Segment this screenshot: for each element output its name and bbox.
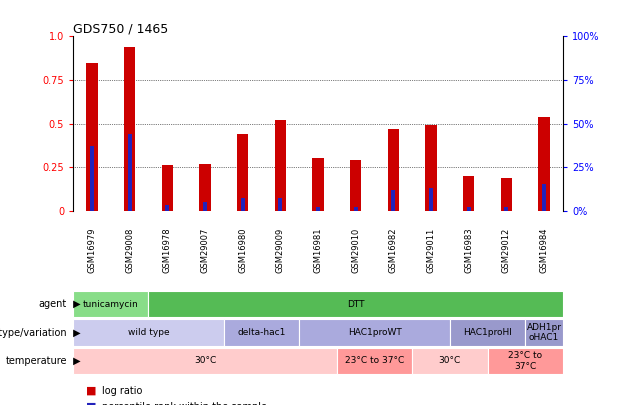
Bar [203, 202, 207, 211]
Text: ▶: ▶ [70, 356, 81, 366]
Text: GSM16979: GSM16979 [88, 227, 97, 273]
Bar [299, 319, 450, 346]
Text: GSM29009: GSM29009 [276, 228, 285, 273]
Text: GSM29012: GSM29012 [502, 228, 511, 273]
Bar [488, 347, 563, 374]
Text: wild type: wild type [128, 328, 169, 337]
Bar [425, 125, 437, 211]
Bar [275, 120, 286, 211]
Bar [337, 347, 412, 374]
Bar [539, 117, 550, 211]
Text: GSM29008: GSM29008 [125, 227, 134, 273]
Bar [542, 185, 546, 211]
Text: ▶: ▶ [70, 328, 81, 337]
Bar [124, 47, 135, 211]
Text: genotype/variation: genotype/variation [0, 328, 67, 337]
Text: log ratio: log ratio [102, 386, 142, 396]
Text: temperature: temperature [5, 356, 67, 366]
Bar [412, 347, 488, 374]
Text: GSM16980: GSM16980 [238, 227, 247, 273]
Text: ADH1pr
oHAC1: ADH1pr oHAC1 [527, 323, 562, 342]
Text: 23°C to 37°C: 23°C to 37°C [345, 356, 404, 365]
Bar [165, 205, 169, 211]
Bar [237, 134, 248, 211]
Text: percentile rank within the sample: percentile rank within the sample [102, 402, 266, 405]
Bar [90, 146, 94, 211]
Text: GSM29011: GSM29011 [427, 228, 436, 273]
Text: HAC1proWT: HAC1proWT [348, 328, 401, 337]
Text: 30°C: 30°C [439, 356, 461, 365]
Bar [279, 198, 282, 211]
Bar [86, 63, 98, 211]
Bar [73, 347, 337, 374]
Text: agent: agent [39, 299, 67, 309]
Bar [525, 319, 563, 346]
Bar [312, 158, 324, 211]
Text: GDS750 / 1465: GDS750 / 1465 [73, 22, 169, 35]
Text: delta-hac1: delta-hac1 [237, 328, 286, 337]
Text: 23°C to
37°C: 23°C to 37°C [508, 351, 543, 371]
Bar [354, 207, 357, 211]
Bar [450, 319, 525, 346]
Bar [501, 177, 512, 211]
Bar [316, 207, 320, 211]
Bar [162, 165, 173, 211]
Text: GSM29010: GSM29010 [351, 228, 360, 273]
Bar [350, 160, 361, 211]
Bar [224, 319, 299, 346]
Text: 30°C: 30°C [194, 356, 216, 365]
Text: GSM16978: GSM16978 [163, 227, 172, 273]
Text: GSM16981: GSM16981 [314, 227, 322, 273]
Text: GSM16982: GSM16982 [389, 227, 398, 273]
Text: ■: ■ [86, 386, 97, 396]
Text: HAC1proHI: HAC1proHI [463, 328, 512, 337]
Bar [199, 164, 211, 211]
Text: tunicamycin: tunicamycin [83, 300, 139, 309]
Bar [504, 207, 508, 211]
Text: GSM16983: GSM16983 [464, 227, 473, 273]
Bar [148, 291, 563, 318]
Text: GSM29007: GSM29007 [200, 227, 209, 273]
Bar [241, 198, 245, 211]
Bar [73, 319, 224, 346]
Bar [388, 129, 399, 211]
Bar [463, 176, 474, 211]
Bar [392, 190, 395, 211]
Bar [467, 207, 471, 211]
Text: ■: ■ [86, 402, 97, 405]
Bar [128, 134, 132, 211]
Text: DTT: DTT [347, 300, 364, 309]
Bar [429, 188, 433, 211]
Bar [73, 291, 148, 318]
Text: GSM16984: GSM16984 [539, 227, 548, 273]
Text: ▶: ▶ [70, 299, 81, 309]
